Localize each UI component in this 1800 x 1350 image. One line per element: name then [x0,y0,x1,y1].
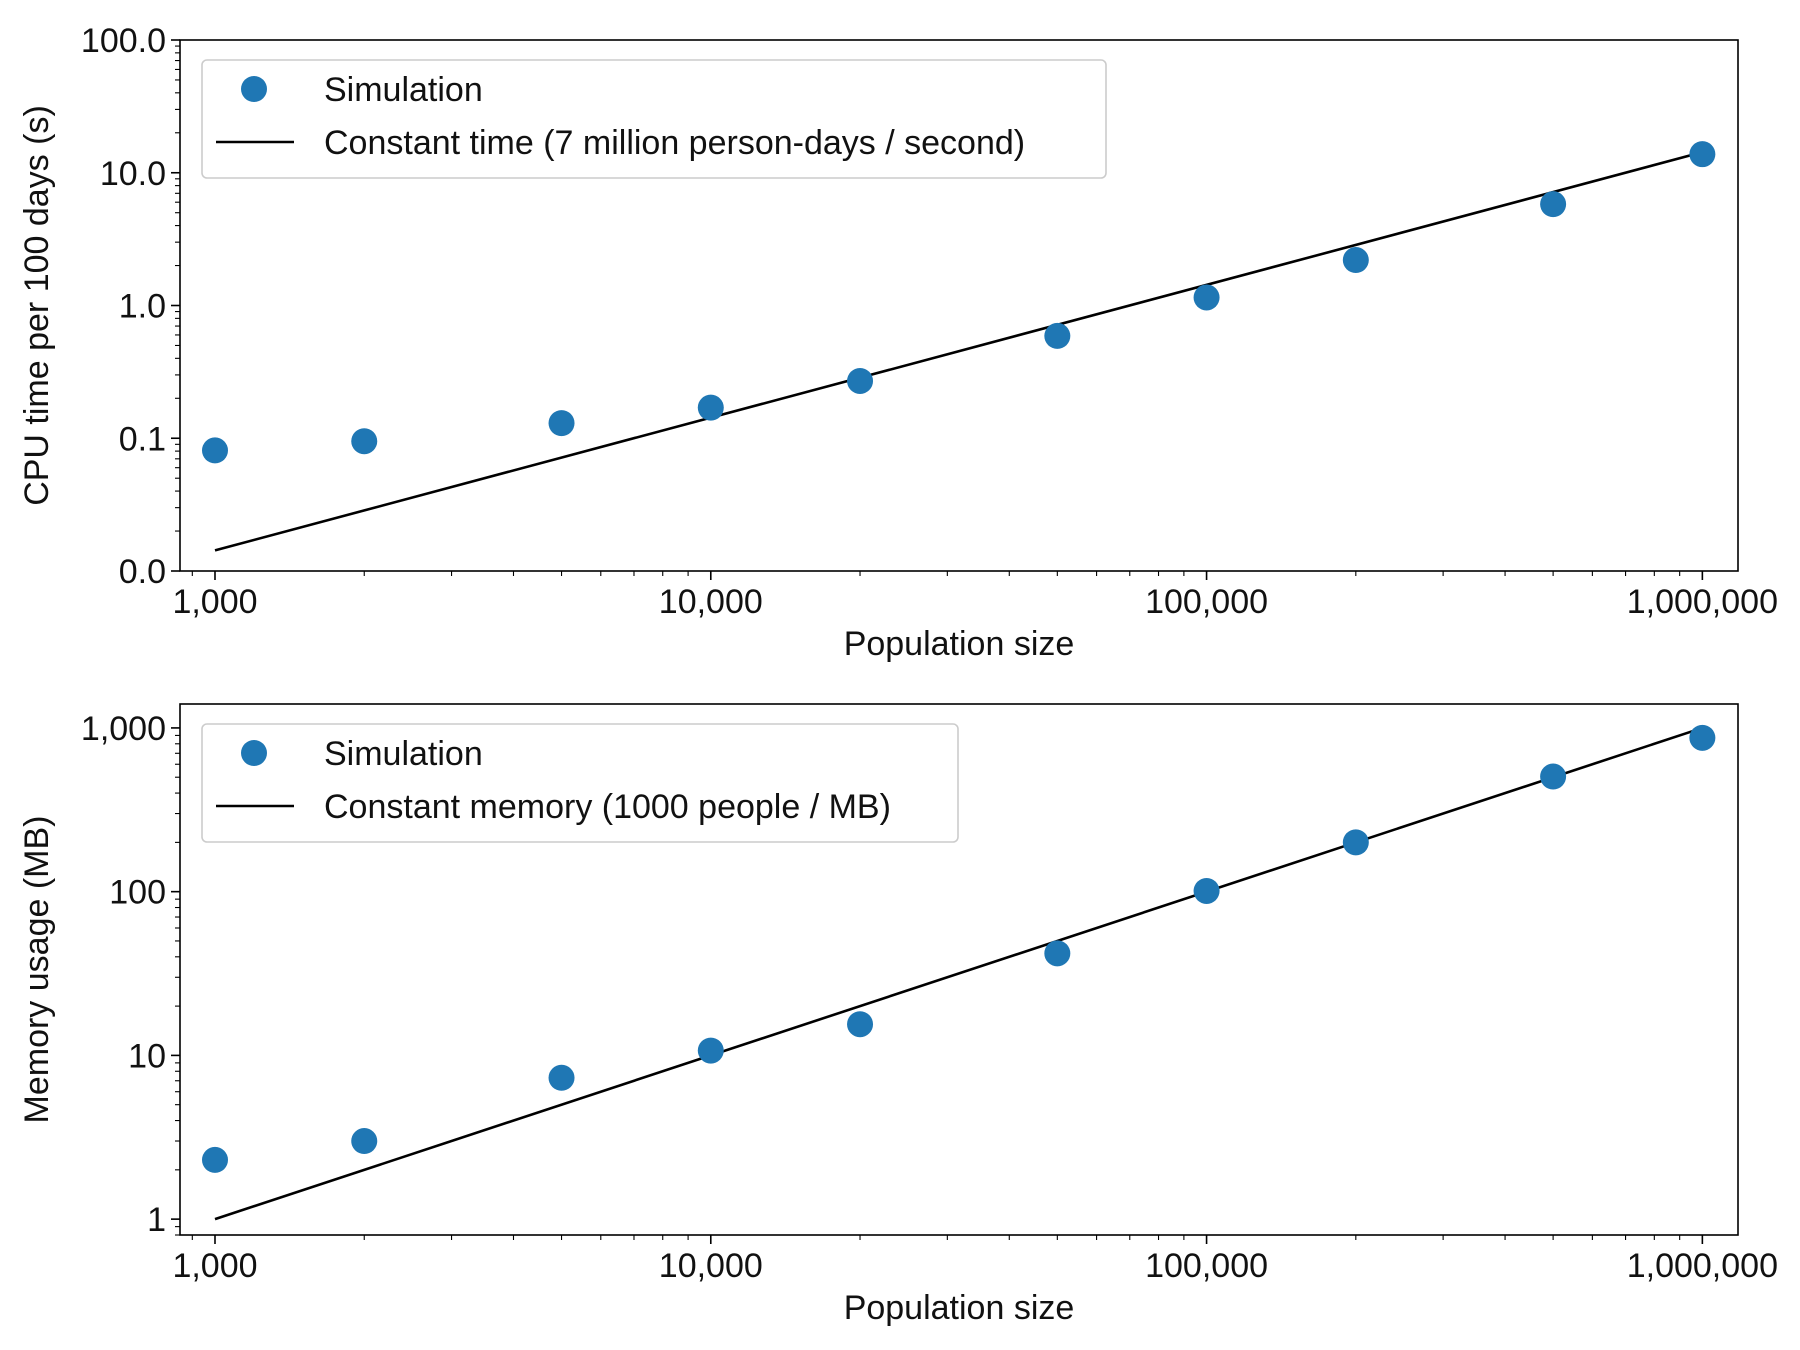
data-point [351,1128,378,1155]
y-tick-label: 10 [128,1037,166,1075]
x-tick-label: 1,000 [172,1247,257,1285]
legend-box [201,723,959,843]
y-tick-label: 100.0 [81,22,166,60]
data-point [1342,829,1369,856]
y-tick-label: 100 [109,874,166,912]
x-tick-label: 10,000 [659,1247,763,1285]
data-point [201,1146,228,1173]
y-tick-label: 10.0 [100,155,166,193]
data-point [1044,322,1071,349]
legend-marker [241,740,267,766]
plot-frame [179,703,1739,1236]
legend-label: Simulation [324,735,483,773]
data-point [847,367,874,394]
data-point [847,1011,874,1038]
x-tick-label: 100,000 [1145,583,1268,621]
x-axis-label: Population size [844,1289,1075,1327]
data-point [697,1037,724,1064]
x-tick-label: 10,000 [659,583,763,621]
data-point [1689,141,1716,168]
data-point [1193,877,1220,904]
x-tick-label: 1,000,000 [1627,1247,1778,1285]
data-point [351,428,378,455]
y-tick-label: 0.0 [119,553,166,591]
legend-marker [241,76,267,102]
data-point [1540,191,1567,218]
data-point [548,1064,575,1091]
chart-panel-1: 1,000 10,000 100,000 1,000,000 0.0 0.1 1.0 10.0… [18,22,1778,663]
y-tick-label: 0.1 [119,420,166,458]
data-point [1540,763,1567,790]
y-tick-label: 1.0 [119,288,166,326]
chart-panel-2: 1,000 10,000 100,000 1,000,000 1 10 100 1,000 Po… [18,703,1778,1327]
data-point [201,437,228,464]
y-axis-label: CPU time per 100 days (s) [18,105,56,506]
reference-line [214,726,1703,1221]
data-point [1342,247,1369,274]
data-point [1044,940,1071,967]
legend-label: Simulation [324,71,483,109]
y-tick-label: 1,000 [81,710,166,748]
x-tick-label: 1,000 [172,583,257,621]
data-point [1193,284,1220,311]
y-tick-label: 1 [147,1201,166,1239]
legend: Simulation Constant memory (1000 people /… [201,723,959,843]
x-axis-label: Population size [844,625,1075,663]
legend-label: Constant memory (1000 people / MB) [324,788,891,826]
legend-label: Constant time (7 million person-days / s… [324,124,1025,162]
x-tick-label: 1,000,000 [1627,583,1778,621]
data-point [1689,724,1716,751]
reference-line [214,150,1703,552]
data-point [548,410,575,437]
legend-box [201,59,1107,179]
x-tick-label: 100,000 [1145,1247,1268,1285]
legend: Simulation Constant time (7 million perso… [201,59,1107,179]
data-point [697,394,724,421]
y-axis-label: Memory usage (MB) [18,816,56,1124]
